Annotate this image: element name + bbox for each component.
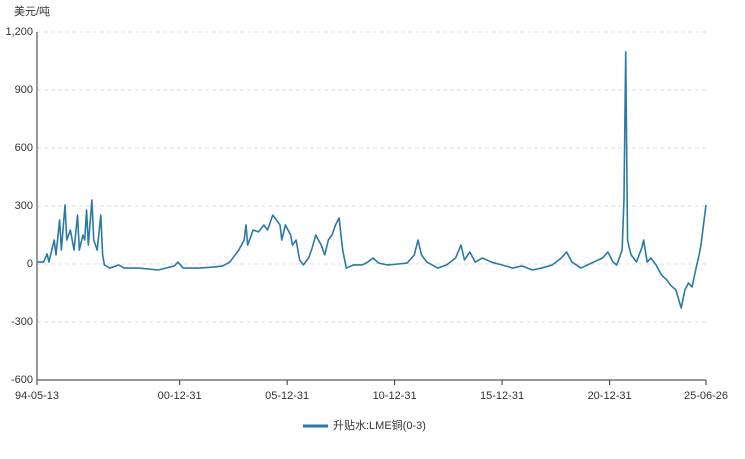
y-tick-label: 300 — [15, 200, 33, 212]
y-tick-label: 1,200 — [5, 26, 33, 38]
data-line — [37, 51, 707, 309]
y-tick-label: 600 — [15, 142, 33, 154]
x-tick-label: 15-12-31 — [480, 390, 524, 402]
x-tick-label: 05-12-31 — [265, 390, 309, 402]
y-axis-label: 美元/吨 — [14, 5, 50, 18]
y-tick-label: -300 — [11, 316, 33, 328]
legend-label: 升贴水:LME铜(0-3) — [333, 418, 426, 432]
x-tick-label: 25-06-26 — [684, 390, 728, 402]
x-tick-label: 94-05-13 — [15, 390, 59, 402]
x-tick-label: 10-12-31 — [373, 390, 417, 402]
y-tick-label: 0 — [27, 258, 33, 270]
y-tick-label: -600 — [11, 374, 33, 386]
y-tick-label: 900 — [15, 84, 33, 96]
x-tick-label: 20-12-31 — [588, 390, 632, 402]
x-tick-label: 00-12-31 — [158, 390, 202, 402]
